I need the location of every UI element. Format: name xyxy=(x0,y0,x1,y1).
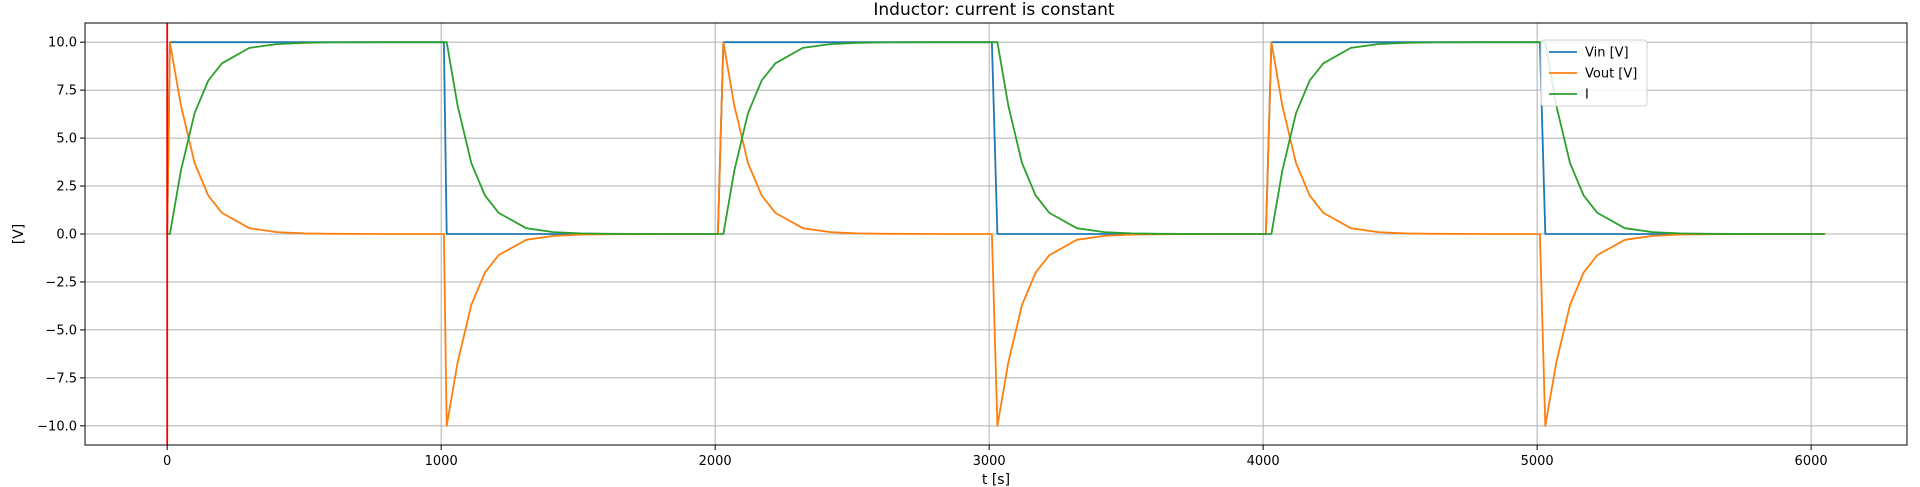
series-lines xyxy=(166,41,1825,427)
legend-label: I xyxy=(1585,88,1589,103)
y-tick-label: −10.0 xyxy=(37,419,77,434)
chart-title: Inductor: current is constant xyxy=(873,0,1115,20)
y-axis-ticks: −10.0 −7.5 −5.0 −2.5 0.0 2.5 5.0 7.5 10.0 xyxy=(37,36,85,434)
y-axis-label: [V] xyxy=(11,224,27,245)
y-tick-label: 7.5 xyxy=(56,84,77,99)
y-tick-label: −7.5 xyxy=(45,371,77,386)
y-tick-label: −2.5 xyxy=(45,275,77,290)
x-tick-label: 3000 xyxy=(973,454,1006,469)
series-line xyxy=(166,41,1825,427)
y-tick-label: 0.0 xyxy=(56,228,77,243)
x-axis-ticks: 0 1000 2000 3000 4000 5000 6000 xyxy=(163,445,1828,469)
x-tick-label: 5000 xyxy=(1521,454,1554,469)
legend: Vin [V] Vout [V] I xyxy=(1540,39,1648,107)
y-tick-label: 10.0 xyxy=(48,36,77,51)
y-tick-label: 2.5 xyxy=(56,180,77,195)
series-line xyxy=(167,41,1825,235)
x-axis-label: t [s] xyxy=(982,472,1010,487)
y-tick-label: 5.0 xyxy=(56,132,77,147)
x-tick-label: 0 xyxy=(163,454,171,469)
x-tick-label: 2000 xyxy=(699,454,732,469)
legend-label: Vout [V] xyxy=(1585,67,1637,82)
legend-label: Vin [V] xyxy=(1585,46,1629,61)
legend-box xyxy=(1540,39,1648,107)
y-tick-label: −5.0 xyxy=(45,323,77,338)
x-tick-label: 1000 xyxy=(425,454,458,469)
x-tick-label: 4000 xyxy=(1247,454,1280,469)
x-tick-label: 6000 xyxy=(1795,454,1828,469)
